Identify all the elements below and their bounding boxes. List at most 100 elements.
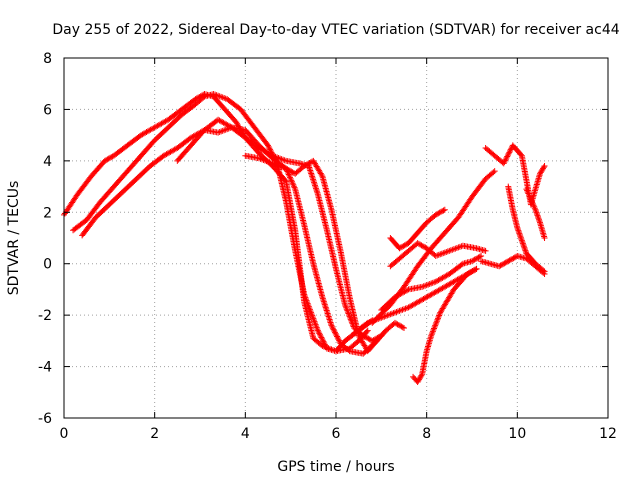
data-marker (470, 257, 477, 264)
data-marker (540, 164, 547, 171)
data-marker (287, 167, 294, 174)
data-marker (505, 258, 512, 265)
series-track-3 (79, 124, 380, 357)
data-marker (516, 230, 523, 237)
data-marker (464, 271, 471, 277)
data-marker (286, 172, 293, 179)
data-marker (192, 96, 199, 103)
data-marker (305, 160, 312, 167)
data-marker (394, 321, 401, 328)
data-marker (336, 337, 343, 344)
data-marker (472, 266, 479, 273)
data-marker (468, 268, 475, 275)
data-marker (532, 206, 539, 213)
data-marker (332, 330, 339, 337)
data-marker (436, 311, 443, 318)
data-marker (502, 259, 509, 266)
data-marker (472, 255, 479, 262)
data-marker (497, 262, 504, 269)
data-marker (473, 265, 480, 272)
data-marker (404, 287, 411, 294)
data-marker (414, 240, 421, 247)
data-marker (476, 253, 483, 260)
data-marker (397, 322, 404, 329)
data-marker (437, 208, 444, 215)
data-marker (316, 330, 323, 337)
data-marker (433, 318, 440, 325)
data-marker (334, 333, 341, 340)
data-marker (469, 268, 476, 275)
data-marker (343, 304, 350, 311)
data-marker (528, 197, 535, 204)
data-marker (319, 335, 326, 342)
data-marker (490, 169, 497, 176)
marks-layer (61, 91, 548, 385)
data-marker (436, 209, 443, 216)
data-marker (402, 241, 409, 248)
data-marker (514, 224, 521, 231)
data-marker (467, 269, 474, 276)
data-marker (419, 243, 426, 250)
data-marker (399, 324, 406, 331)
data-marker (478, 253, 485, 259)
data-marker (362, 334, 369, 341)
data-marker (540, 267, 547, 274)
data-marker (318, 171, 325, 178)
data-marker (504, 152, 511, 159)
data-marker (441, 206, 448, 213)
data-marker (306, 160, 313, 167)
data-marker (535, 216, 542, 223)
data-marker (320, 338, 327, 345)
data-marker (532, 208, 539, 215)
data-marker (531, 203, 538, 210)
data-marker (498, 261, 505, 268)
data-marker (502, 157, 509, 164)
data-marker (415, 240, 422, 247)
data-marker (524, 189, 531, 196)
data-marker (265, 142, 271, 149)
data-marker (396, 245, 403, 252)
data-marker (347, 316, 354, 323)
data-marker (516, 231, 523, 238)
data-marker (509, 255, 516, 262)
data-marker (541, 235, 548, 241)
data-marker (432, 211, 439, 218)
data-marker (317, 333, 324, 340)
x-tick-label: 8 (422, 426, 431, 442)
data-marker (285, 167, 292, 174)
data-marker (469, 258, 475, 265)
data-marker (520, 243, 527, 250)
data-marker (518, 236, 525, 243)
data-marker (506, 149, 513, 156)
data-marker (345, 347, 352, 354)
data-marker (511, 254, 518, 261)
data-marker (432, 322, 439, 329)
x-tick-label: 10 (508, 426, 526, 442)
data-marker (521, 244, 528, 251)
data-marker (507, 147, 514, 154)
data-marker (393, 320, 400, 327)
data-marker (417, 241, 424, 248)
data-marker (365, 335, 372, 342)
data-marker (505, 150, 512, 157)
data-marker (321, 341, 328, 348)
data-marker (290, 183, 297, 190)
data-marker (429, 328, 436, 335)
data-marker (541, 163, 548, 169)
data-marker (333, 332, 340, 339)
data-marker (103, 157, 110, 164)
data-marker (507, 146, 514, 153)
x-tick-label: 2 (150, 426, 159, 442)
data-marker (342, 303, 349, 310)
data-marker (482, 247, 489, 254)
data-marker (288, 178, 295, 185)
series-track-14 (505, 183, 548, 275)
data-marker (518, 237, 525, 244)
data-marker (288, 168, 295, 175)
data-marker (519, 240, 526, 247)
data-marker (470, 267, 477, 274)
data-marker (334, 334, 341, 341)
data-marker (401, 325, 407, 331)
